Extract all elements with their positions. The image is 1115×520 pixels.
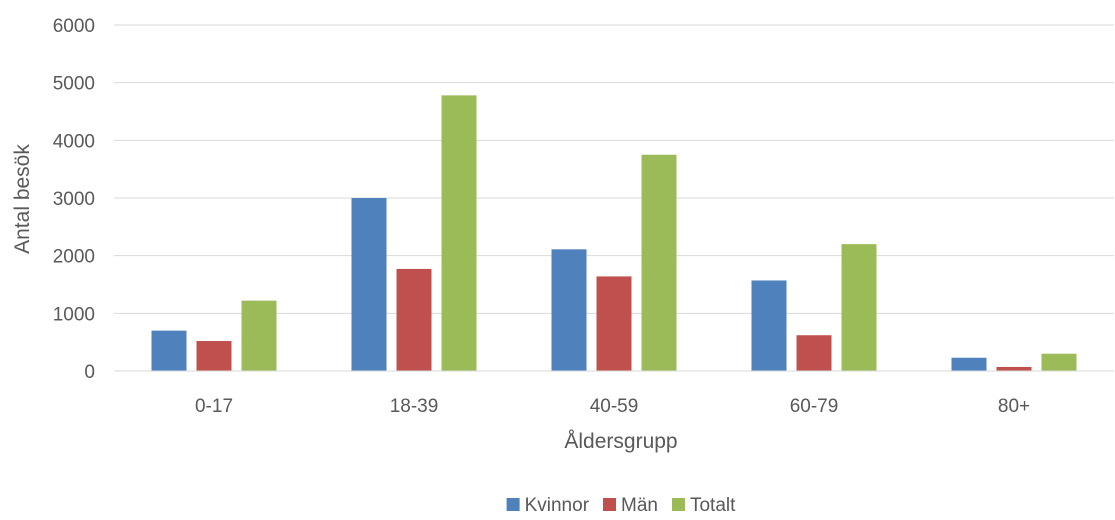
y-tick-label: 3000 [53,189,95,210]
x-axis-title: Åldersgrupp [564,430,677,453]
bar-kvinnor-18-39 [351,198,387,371]
bar-kvinnor-0-17 [151,330,187,371]
x-tick-label: 80+ [998,396,1030,417]
axes: 0 1000 2000 3000 4000 5000 6000 0-17 18-39 40-59 6… [53,16,1114,417]
bar-totalt-40-59 [641,154,677,371]
bar-kvinnor-40-59 [551,249,587,371]
bar-totalt-18-39 [441,95,477,371]
bar-totalt-60-79 [841,244,877,371]
bar-kvinnor-60-79 [751,280,787,371]
y-tick-label: 2000 [53,247,95,268]
bar-totalt-80+ [1041,353,1077,371]
y-tick-label: 0 [84,362,95,383]
legend-swatch-totalt [671,498,685,511]
legend-swatch-män [603,498,617,511]
bar-män-0-17 [196,341,232,371]
y-axis-title: Antal besök [11,144,34,254]
y-tick-label: 4000 [53,131,95,152]
y-tick-label: 5000 [53,74,95,95]
y-tick-label: 6000 [53,16,95,37]
bar-män-60-79 [796,335,832,371]
x-tick-label: 40-59 [590,396,639,417]
gridlines [114,24,1114,314]
x-tick-label: 60-79 [790,396,839,417]
bar-män-18-39 [396,268,432,371]
bar-män-40-59 [596,276,632,371]
bar-män-80+ [996,366,1032,371]
y-tick-label: 1000 [53,304,95,325]
x-tick-label: 0-17 [195,396,233,417]
x-tick-label: 18-39 [390,396,439,417]
legend-label: Totalt [690,495,736,516]
legend-label: Män [621,495,658,516]
legend-swatch-kvinnor [506,498,520,511]
bar-kvinnor-80+ [951,357,987,371]
bar-totalt-0-17 [241,300,277,371]
legend: Kvinnor Män Totalt [506,495,736,516]
bars [151,95,1077,371]
legend-label: Kvinnor [525,495,590,516]
